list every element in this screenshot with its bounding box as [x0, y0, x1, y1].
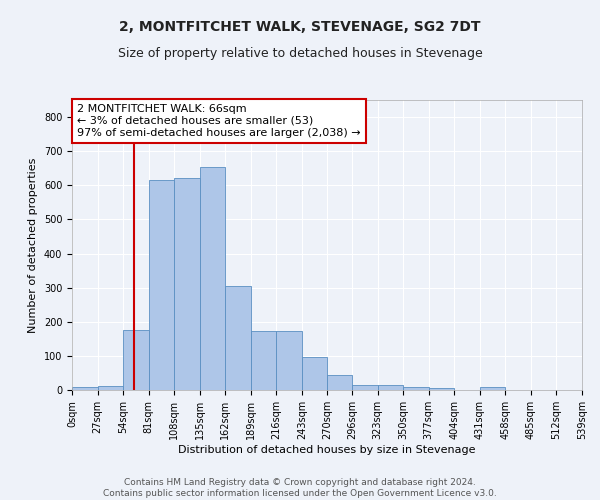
Bar: [328, 376, 352, 390]
Bar: [174, 178, 200, 390]
Text: 2, MONTFITCHET WALK, STEVENAGE, SG2 7DT: 2, MONTFITCHET WALK, STEVENAGE, SG2 7DT: [119, 20, 481, 34]
Text: Size of property relative to detached houses in Stevenage: Size of property relative to detached ho…: [118, 48, 482, 60]
X-axis label: Distribution of detached houses by size in Stevenage: Distribution of detached houses by size …: [178, 444, 476, 454]
Bar: [98, 386, 123, 390]
Bar: [429, 388, 454, 390]
Bar: [72, 388, 98, 390]
Bar: [149, 180, 174, 390]
Bar: [302, 357, 328, 390]
Bar: [403, 386, 429, 390]
Bar: [377, 385, 403, 390]
Bar: [251, 332, 277, 390]
Bar: [277, 332, 302, 390]
Y-axis label: Number of detached properties: Number of detached properties: [28, 158, 38, 332]
Bar: [123, 330, 149, 390]
Bar: [225, 286, 251, 390]
Text: 2 MONTFITCHET WALK: 66sqm
← 3% of detached houses are smaller (53)
97% of semi-d: 2 MONTFITCHET WALK: 66sqm ← 3% of detach…: [77, 104, 361, 138]
Bar: [480, 388, 505, 390]
Bar: [200, 166, 225, 390]
Text: Contains HM Land Registry data © Crown copyright and database right 2024.
Contai: Contains HM Land Registry data © Crown c…: [103, 478, 497, 498]
Bar: [352, 385, 377, 390]
